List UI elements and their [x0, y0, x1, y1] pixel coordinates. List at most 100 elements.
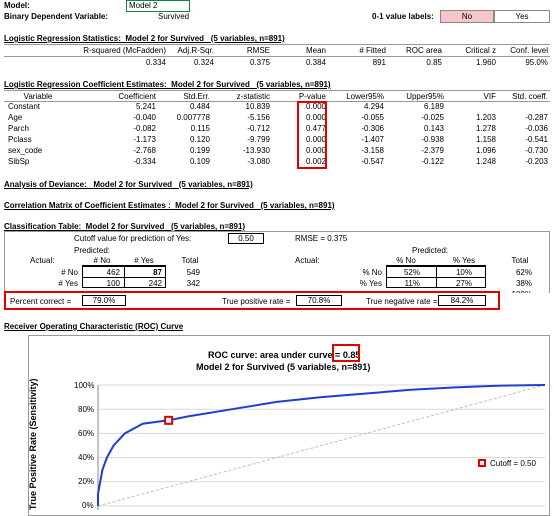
tpr-value: 70.8% [296, 295, 342, 306]
counts-matrix-hdivider [82, 277, 166, 278]
coef-cell-stderr: 0.115 [190, 124, 210, 133]
value-label-yes[interactable]: Yes [494, 10, 550, 23]
correlation-title[interactable]: Correlation Matrix of Coefficient Estima… [4, 201, 335, 210]
coef-cell-pvalue: 0.477 [305, 124, 326, 133]
deviance-title[interactable]: Analysis of Deviance: Model 2 for Surviv… [4, 180, 253, 189]
coef-cell-stderr: 0.109 [189, 157, 210, 166]
stats-value-adjr2: 0.324 [193, 58, 214, 67]
count-yes-total: 342 [186, 279, 200, 288]
coef-cell-stderr: 0.007778 [176, 113, 210, 122]
coef-cell-stdcoeff: -0.203 [525, 157, 548, 166]
pct-no-total: 62% [515, 268, 532, 277]
coef-cell-pvalue: 0.000 [305, 102, 326, 111]
counts-row-no-label: # No [61, 268, 78, 277]
coef-cell-vif: 1.096 [475, 146, 496, 155]
rates-highlight-box [4, 291, 500, 310]
coef-cell-coefficient: -2.768 [133, 146, 156, 155]
coef-header-vif: VIF [483, 92, 496, 101]
pcts-predicted-label: Predicted: [412, 246, 449, 255]
counts-row-yes-label: # Yes [58, 279, 78, 288]
stats-value-fitted: 891 [372, 58, 386, 67]
coef-cell-zstat: -13.930 [242, 146, 270, 155]
pcts-row-no-label: % No [362, 268, 382, 277]
coef-cell-zstat: -0.712 [247, 124, 270, 133]
coef-cell-lower95: -0.306 [361, 124, 384, 133]
coef-cell-stdcoeff: -0.287 [525, 113, 548, 122]
legend-marker-icon [478, 459, 486, 467]
dependent-variable-label: Binary Dependent Variable: [4, 12, 109, 21]
counts-col-total: Total [181, 256, 199, 265]
pct-yes-no: 11% [404, 279, 420, 288]
cutoff-label: Cutoff value for prediction of Yes: [74, 234, 192, 243]
classification-title: Classification Table: Model 2 for Surviv… [4, 222, 246, 231]
model-value-cell[interactable]: Model 2 [126, 0, 190, 12]
roc-section-title: Receiver Operating Characteristic (ROC) … [4, 322, 184, 331]
pcts-col-no: % No [396, 256, 416, 265]
pct-yes-yes: 27% [455, 279, 472, 288]
roc-chart-subtitle: Model 2 for Survived (5 variables, n=891… [196, 362, 371, 372]
pcts-actual-label: Actual: [295, 256, 320, 265]
coef-cell-stdcoeff: -0.730 [525, 146, 548, 155]
stats-header-conf: Conf. level [510, 46, 548, 55]
stats-header-rule [4, 44, 550, 45]
coef-cell-lower95: -0.055 [361, 113, 384, 122]
stats-value-r2: 0.334 [145, 58, 166, 67]
roc-ytick-100: 100% [74, 381, 95, 390]
stats-title: Logistic Regression Statistics: Model 2 … [4, 34, 285, 43]
coef-cell-variable: Age [8, 113, 23, 122]
coef-cell-upper95: -2.379 [421, 146, 444, 155]
roc-ytick-40: 40% [78, 453, 95, 462]
counts-actual-label: Actual: [30, 256, 55, 265]
coef-cell-zstat: -9.799 [247, 135, 270, 144]
coef-cell-variable: SibSp [8, 157, 30, 166]
coef-cell-stderr: 0.199 [189, 146, 210, 155]
auc-highlight-box [332, 344, 360, 362]
count-yes-yes: 242 [148, 279, 162, 288]
stats-value-mean: 0.384 [305, 58, 326, 67]
stats-value-conf: 95.0% [525, 58, 548, 67]
coef-cell-coefficient: -0.040 [133, 113, 156, 122]
count-yes-no: 100 [106, 279, 120, 288]
count-no-no: 462 [106, 268, 120, 277]
classification-rmse: RMSE = 0.375 [295, 234, 348, 243]
coef-cell-variable: Pclass [8, 135, 32, 144]
roc-ytick-60: 60% [78, 429, 95, 438]
roc-ytick-0: 0% [82, 501, 94, 510]
rates-row-bg [6, 293, 550, 309]
percent-correct-value: 79.0% [82, 295, 126, 306]
coef-cell-pvalue: 0.000 [305, 146, 326, 155]
coef-cell-stdcoeff: -0.036 [525, 124, 548, 133]
stats-header-fitted: # Fitted [359, 46, 386, 55]
coef-cell-pvalue: 0.000 [305, 135, 326, 144]
roc-curve [97, 384, 546, 506]
coef-cell-pvalue: 0.000 [305, 113, 326, 122]
coef-cell-stderr: 0.120 [189, 135, 210, 144]
coef-cell-lower95: -3.158 [361, 146, 384, 155]
coef-cell-stdcoeff: -0.541 [525, 135, 548, 144]
cutoff-value-input[interactable]: 0.50 [228, 233, 264, 244]
coef-cell-vif: 1.278 [475, 124, 496, 133]
value-label-no[interactable]: No [440, 10, 494, 23]
pct-no-no: 52% [403, 268, 420, 277]
coef-header-coefficient: Coefficient [118, 92, 156, 101]
coef-cell-upper95: -0.122 [421, 157, 444, 166]
tpr-label: True positive rate = [222, 297, 291, 306]
roc-auc-value: 0.85 [342, 350, 361, 360]
stats-value-rmse: 0.375 [249, 58, 270, 67]
stats-header-critz: Critical z [465, 46, 496, 55]
coef-cell-variable: Parch [8, 124, 29, 133]
count-no-total: 549 [186, 268, 200, 277]
coef-header-variable: Variable [23, 92, 53, 101]
coef-header-pvalue: P-value [298, 92, 326, 101]
roc-ytick-80: 80% [78, 405, 95, 414]
roc-ytick-20: 20% [78, 477, 95, 486]
stats-header-r2: R-squared (McFadden) [83, 46, 166, 55]
pcts-header-rule [386, 265, 486, 266]
coef-header-zstat: z-statistic [236, 92, 270, 101]
coef-rows-rule [4, 101, 550, 102]
coef-cell-stderr: 0.484 [189, 102, 210, 111]
pct-yes-total: 38% [515, 279, 532, 288]
counts-col-no: # No [93, 256, 111, 265]
coef-cell-vif: 1.203 [475, 113, 496, 122]
coef-cell-coefficient: -0.334 [133, 157, 156, 166]
